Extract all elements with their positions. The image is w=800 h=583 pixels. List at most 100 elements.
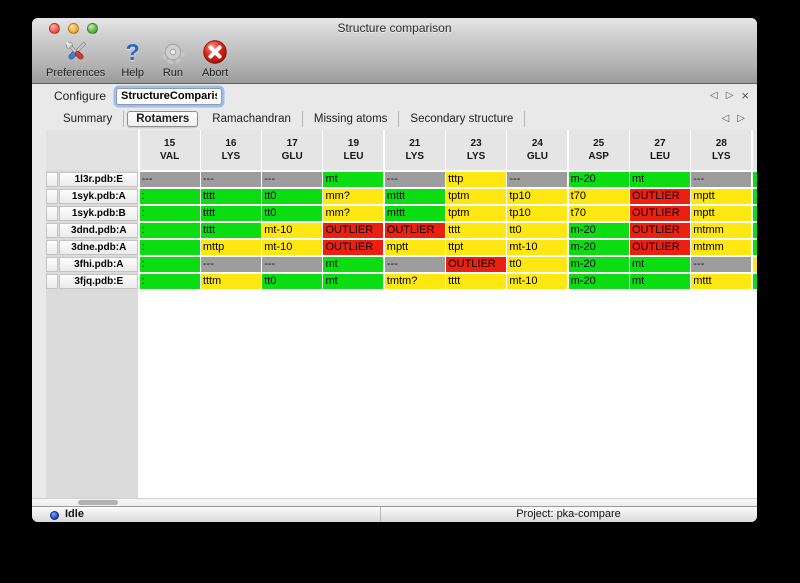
abort-button[interactable]: Abort [202, 38, 228, 79]
column-header-27[interactable]: 27 LEU [629, 130, 690, 170]
rotamer-cell[interactable]: mm? [323, 189, 384, 204]
rotamer-cell[interactable]: OUTLIER [629, 240, 690, 255]
column-header-23[interactable]: 23 LYS [446, 130, 507, 170]
rotamer-cell-partial[interactable] [752, 257, 757, 272]
rotamer-cell[interactable]: : [139, 206, 200, 221]
tabs-back-icon[interactable]: ◁ [721, 113, 730, 124]
rotamer-cell-partial[interactable] [752, 240, 757, 255]
rotamer-cell[interactable]: OUTLIER [629, 189, 690, 204]
rotamer-cell[interactable]: mptt [691, 206, 752, 221]
rotamer-cell[interactable]: mptt [384, 240, 445, 255]
run-button[interactable]: Run [160, 38, 186, 79]
tab-ramachandran[interactable]: Ramachandran [201, 111, 303, 127]
tab-missing-atoms[interactable]: Missing atoms [303, 111, 400, 127]
column-header-25[interactable]: 25 ASP [568, 130, 629, 170]
row-header[interactable]: 1syk.pdb:B [59, 206, 139, 221]
help-button[interactable]: ? Help [121, 38, 144, 79]
rotamer-cell[interactable]: tttt [200, 189, 261, 204]
horizontal-scrollbar[interactable] [32, 498, 757, 506]
rotamer-cell[interactable]: tp10 [507, 189, 568, 204]
rotamer-cell[interactable]: tmtm? [384, 274, 445, 289]
rotamer-cell[interactable]: --- [507, 172, 568, 187]
titlebar[interactable]: Structure comparison [32, 18, 757, 37]
rotamer-cell[interactable]: mt-10 [507, 274, 568, 289]
rotamer-cell[interactable]: tt0 [507, 223, 568, 238]
rotamer-cell[interactable]: OUTLIER [629, 223, 690, 238]
rotamer-cell[interactable]: tt0 [262, 206, 323, 221]
tab-summary[interactable]: Summary [52, 111, 125, 127]
rotamer-cell[interactable]: mt [323, 172, 384, 187]
rotamer-cell[interactable]: mptt [691, 189, 752, 204]
row-header[interactable]: 3dne.pdb:A [59, 240, 139, 255]
rotamer-cell[interactable]: --- [262, 257, 323, 272]
column-header-21[interactable]: 21 LYS [384, 130, 445, 170]
horizontal-scrollbar-thumb[interactable] [78, 500, 118, 505]
rotamer-cell[interactable]: : [139, 189, 200, 204]
rotamer-cell[interactable]: m-20 [568, 257, 629, 272]
rotamer-cell[interactable]: t70 [568, 189, 629, 204]
rotamer-cell[interactable]: tttt [446, 274, 507, 289]
rotamer-cell[interactable]: --- [384, 172, 445, 187]
row-header[interactable]: 1l3r.pdb:E [59, 172, 139, 187]
rotamer-cell[interactable]: OUTLIER [323, 223, 384, 238]
rotamer-cell[interactable]: OUTLIER [323, 240, 384, 255]
rotamer-cell[interactable]: tt0 [262, 189, 323, 204]
rotamer-cell-partial[interactable] [752, 206, 757, 221]
rotamer-cell[interactable]: mt-10 [262, 240, 323, 255]
column-header-16[interactable]: 16 LYS [200, 130, 261, 170]
rotamer-cell-partial[interactable] [752, 274, 757, 289]
rotamer-cell[interactable]: t70 [568, 206, 629, 221]
rotamer-cell[interactable]: --- [384, 257, 445, 272]
configure-forward-icon[interactable]: ▷ [725, 90, 734, 101]
column-header-15[interactable]: 15 VAL [139, 130, 200, 170]
rotamer-cell[interactable]: : [139, 274, 200, 289]
column-header-19[interactable]: 19 LEU [323, 130, 384, 170]
rotamer-cell[interactable]: mt-10 [507, 240, 568, 255]
rotamer-cell[interactable]: tttp [446, 172, 507, 187]
rotamer-cell[interactable]: tptm [446, 206, 507, 221]
column-header-24[interactable]: 24 GLU [507, 130, 568, 170]
rotamer-cell[interactable]: mt [323, 274, 384, 289]
row-header[interactable]: 3dnd.pdb:A [59, 223, 139, 238]
rotamer-cell[interactable]: mm? [323, 206, 384, 221]
configure-name-input[interactable] [116, 87, 223, 105]
rotamer-cell-partial[interactable] [752, 223, 757, 238]
rotamer-cell[interactable]: tp10 [507, 206, 568, 221]
tab-rotamers[interactable]: Rotamers [127, 111, 199, 127]
rotamer-cell[interactable]: mt-10 [262, 223, 323, 238]
configure-close-icon[interactable]: × [741, 88, 749, 103]
rotamer-cell[interactable]: mt [629, 274, 690, 289]
rotamer-cell[interactable]: tttt [200, 206, 261, 221]
rotamer-cell[interactable]: m-20 [568, 223, 629, 238]
rotamer-cell[interactable]: mt [629, 172, 690, 187]
rotamer-cell[interactable]: ttpt [446, 240, 507, 255]
rotamer-cell[interactable]: OUTLIER [384, 223, 445, 238]
rotamer-cell[interactable]: --- [262, 172, 323, 187]
rotamer-cell[interactable]: tptm [446, 189, 507, 204]
zoom-window-button[interactable] [87, 23, 98, 34]
rotamer-cell[interactable]: mttt [384, 189, 445, 204]
rotamer-cell[interactable]: tttm [200, 274, 261, 289]
tabs-forward-icon[interactable]: ▷ [737, 113, 745, 124]
rotamer-cell-partial[interactable] [752, 189, 757, 204]
minimize-window-button[interactable] [68, 23, 79, 34]
rotamer-cell[interactable]: mttt [384, 206, 445, 221]
rotamer-cell[interactable]: --- [200, 172, 261, 187]
rotamer-cell[interactable]: --- [691, 172, 752, 187]
rotamer-cell[interactable]: --- [139, 172, 200, 187]
row-header[interactable]: 3fjq.pdb:E [59, 274, 139, 289]
rotamer-cell[interactable]: mt [323, 257, 384, 272]
rotamer-cell[interactable]: : [139, 240, 200, 255]
rotamer-cell[interactable]: m-20 [568, 274, 629, 289]
tab-secondary-structure[interactable]: Secondary structure [399, 111, 526, 127]
rotamer-cell[interactable]: : [139, 257, 200, 272]
rotamer-cell[interactable]: tttt [446, 223, 507, 238]
rotamer-cell[interactable]: tt0 [507, 257, 568, 272]
rotamer-cell[interactable]: tttt [200, 223, 261, 238]
row-header[interactable]: 1syk.pdb:A [59, 189, 139, 204]
row-header[interactable]: 3fhi.pdb:A [59, 257, 139, 272]
rotamer-cell[interactable]: m-20 [568, 172, 629, 187]
preferences-button[interactable]: Preferences [46, 38, 105, 79]
rotamer-cell[interactable]: tt0 [262, 274, 323, 289]
rotamer-cell[interactable]: OUTLIER [629, 206, 690, 221]
